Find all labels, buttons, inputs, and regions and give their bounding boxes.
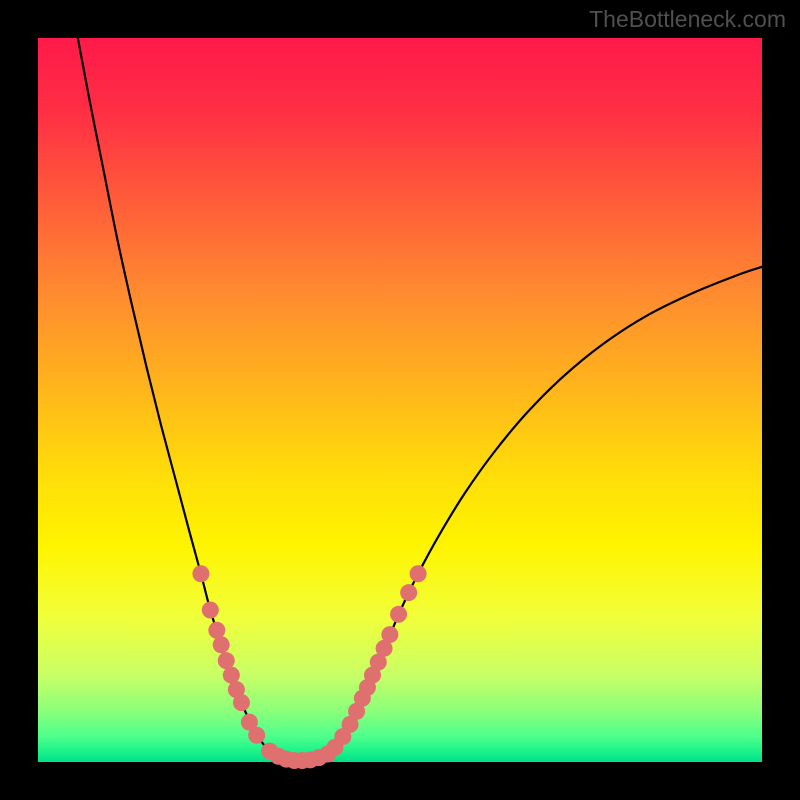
marker-dot xyxy=(381,626,398,643)
marker-dot xyxy=(410,565,427,582)
marker-dot xyxy=(233,694,250,711)
plot-curves xyxy=(38,38,762,762)
marker-dot xyxy=(218,652,235,669)
watermark-text: TheBottleneck.com xyxy=(589,6,786,33)
chart-container: TheBottleneck.com xyxy=(0,0,800,800)
marker-dot xyxy=(390,606,407,623)
marker-dot xyxy=(213,636,230,653)
marker-dot xyxy=(208,622,225,639)
marker-dot xyxy=(223,667,240,684)
marker-dot xyxy=(192,565,209,582)
marker-dot xyxy=(248,727,265,744)
plot-area xyxy=(38,38,762,762)
curve-left xyxy=(78,38,762,761)
marker-dot xyxy=(202,601,219,618)
marker-dot xyxy=(400,584,417,601)
curve-markers xyxy=(192,565,426,769)
